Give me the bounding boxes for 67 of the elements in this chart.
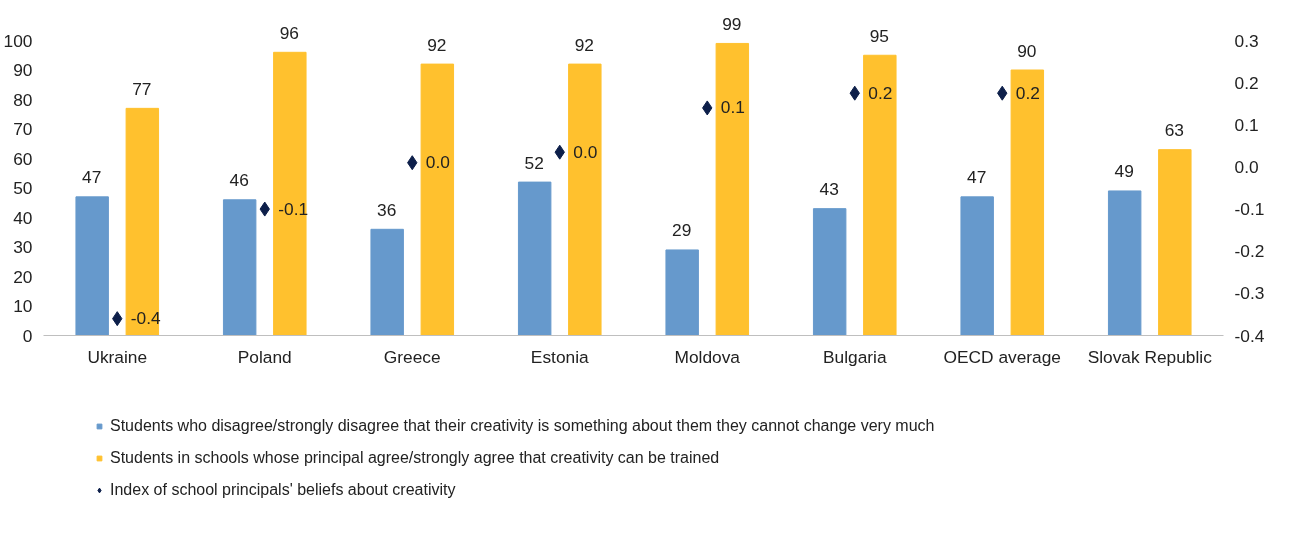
bar <box>863 54 897 336</box>
y2-tick-label: -0.4 <box>1234 325 1265 346</box>
x-tick-label: Slovak Republic <box>1087 346 1213 367</box>
data-label: 0.0 <box>425 151 450 173</box>
bar <box>517 181 552 336</box>
y-tick-label: 70 <box>13 119 33 139</box>
legend-label: Index of school principals' beliefs about creativity <box>110 481 456 499</box>
bar <box>812 208 847 336</box>
bar <box>273 51 307 336</box>
y2-tick-label: -0.1 <box>1234 199 1265 220</box>
y-tick-label: 20 <box>13 266 33 287</box>
data-label: 92 <box>427 34 447 56</box>
bar <box>715 42 750 336</box>
x-tick-label: Poland <box>237 346 292 367</box>
y2-tick-label: 0.2 <box>1234 72 1259 93</box>
bar <box>665 249 699 336</box>
bar <box>370 228 404 336</box>
data-label: 47 <box>82 167 102 189</box>
y2-tick-label: 0.3 <box>1234 30 1259 51</box>
y-tick-label: 100 <box>3 30 33 51</box>
bar <box>1107 190 1142 336</box>
bar <box>1010 69 1045 336</box>
x-tick-label: Greece <box>383 346 441 367</box>
bar <box>125 107 160 336</box>
y-tick-label: 30 <box>13 237 33 257</box>
data-label: 96 <box>279 22 299 44</box>
data-label: 0.0 <box>573 141 598 163</box>
data-label: 99 <box>722 13 742 35</box>
data-label: 49 <box>1114 161 1134 183</box>
y-tick-label: 40 <box>13 207 33 228</box>
data-label: 77 <box>132 78 152 100</box>
y-tick-label: 60 <box>13 148 33 169</box>
bar <box>568 63 602 336</box>
data-label: 52 <box>524 152 544 174</box>
y2-tick-label: 0.0 <box>1234 156 1259 177</box>
y-tick-label: 80 <box>13 89 33 110</box>
x-tick-label: Moldova <box>674 346 741 367</box>
bar <box>1158 149 1192 336</box>
y2-tick-label: -0.2 <box>1234 241 1265 262</box>
data-label: 29 <box>672 220 692 242</box>
bar <box>222 199 257 336</box>
y-tick-label: 0 <box>22 325 33 346</box>
x-tick-label: Estonia <box>530 346 590 367</box>
y-tick-label: 10 <box>13 296 33 316</box>
data-label: 0.2 <box>868 82 893 104</box>
bar <box>75 196 109 336</box>
data-label: 92 <box>574 34 594 56</box>
data-label: 0.2 <box>1015 82 1040 104</box>
bar <box>960 196 994 336</box>
data-label: 43 <box>819 179 839 201</box>
y-tick-label: 90 <box>13 60 33 80</box>
data-label: 63 <box>1164 120 1184 142</box>
x-tick-label: OECD average <box>943 346 1061 367</box>
data-label: 95 <box>869 25 889 47</box>
data-label: 46 <box>229 170 249 192</box>
legend-label: Students who disagree/strongly disagree that their creativity is something about them they cannot change very much <box>110 417 935 435</box>
y-tick-label: 50 <box>13 178 33 198</box>
x-tick-label: Bulgaria <box>822 346 887 367</box>
data-label: 90 <box>1017 40 1037 62</box>
legend-label: Students in schools whose principal agree/strongly agree that creativity can be trained <box>110 449 720 467</box>
x-tick-label: Ukraine <box>87 346 148 367</box>
data-label: 0.1 <box>720 96 745 118</box>
data-label: 36 <box>377 199 397 221</box>
y2-tick-label: -0.3 <box>1234 283 1265 304</box>
bar <box>420 63 455 336</box>
data-label: 47 <box>967 167 987 189</box>
y2-tick-label: 0.1 <box>1234 114 1259 135</box>
